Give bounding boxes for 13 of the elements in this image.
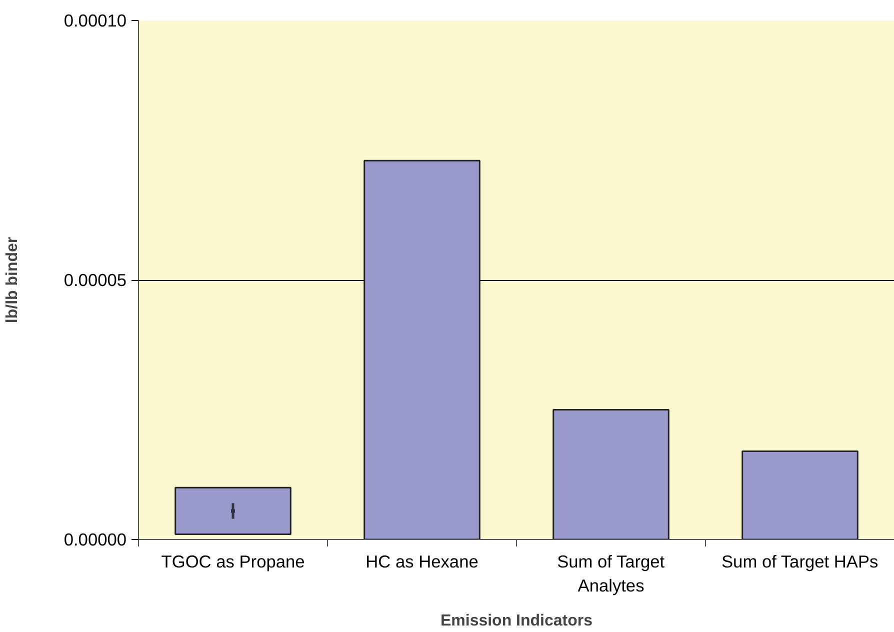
x-tick-label: Sum of Target HAPs — [722, 552, 879, 572]
x-tick-label: HC as Hexane — [366, 552, 478, 572]
bar — [742, 450, 858, 540]
bar — [364, 160, 480, 540]
y-tick-label: 0.00005 — [64, 270, 127, 290]
x-tick-label: Sum of Target Analytes — [557, 552, 665, 596]
x-axis-title: Emission Indicators — [440, 612, 593, 630]
y-tick-label: 0.00010 — [64, 10, 127, 30]
bar — [174, 486, 292, 536]
y-tick-label: 0.00000 — [64, 530, 127, 550]
y-axis-title: lb/lb binder — [4, 236, 21, 324]
bar — [552, 409, 670, 540]
x-tick-label: TGOC as Propane — [161, 552, 305, 572]
